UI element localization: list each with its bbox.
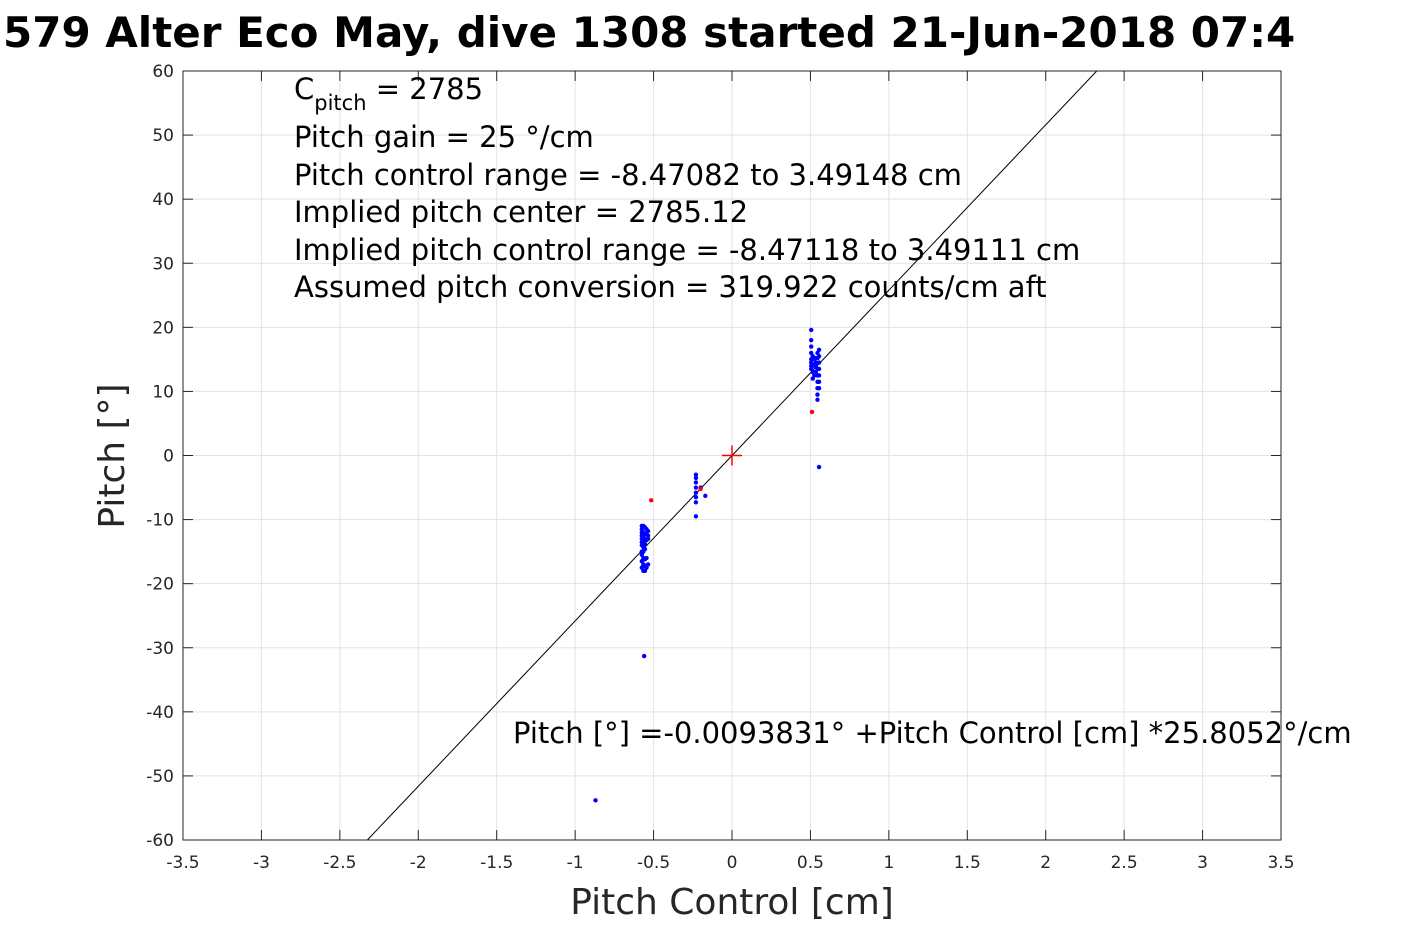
c-pitch-subscript: pitch bbox=[314, 91, 366, 115]
x-tick-label: 3 bbox=[1197, 853, 1208, 873]
data-point bbox=[809, 409, 815, 415]
c-pitch-annotation: Cpitch = 2785 bbox=[294, 72, 483, 115]
annotation-block: Cpitch = 2785 Pitch gain = 25 °/cm Pitch… bbox=[294, 72, 1080, 304]
y-tick-label: 0 bbox=[163, 447, 174, 467]
data-point bbox=[816, 379, 822, 385]
pitch-control-range-annotation: Pitch control range = -8.47082 to 3.4914… bbox=[294, 158, 962, 192]
y-axis-label: Pitch [°] bbox=[92, 383, 133, 528]
data-point bbox=[593, 798, 598, 803]
data-point bbox=[809, 327, 814, 333]
data-point bbox=[693, 472, 699, 477]
data-point bbox=[693, 475, 699, 481]
assumed-pitch-conversion-annotation: Assumed pitch conversion = 319.922 count… bbox=[294, 270, 1047, 304]
axis-ticks bbox=[182, 70, 1282, 841]
y-tick-label: 40 bbox=[152, 190, 174, 210]
y-tick-label: -20 bbox=[146, 575, 174, 595]
y-tick-labels: -60 -50 -40 -30 -20 -10 0 10 20 30 40 50 60 bbox=[146, 62, 174, 851]
data-point bbox=[642, 546, 648, 552]
y-tick-label: -10 bbox=[146, 511, 174, 531]
x-tick-label: -3 bbox=[253, 853, 270, 873]
pitch-gain-annotation: Pitch gain = 25 °/cm bbox=[294, 120, 594, 154]
x-tick-label: -2 bbox=[410, 853, 427, 873]
data-point bbox=[645, 533, 651, 538]
x-tick-label: 0 bbox=[727, 853, 738, 873]
x-tick-label: 1 bbox=[883, 853, 894, 873]
data-point bbox=[816, 347, 822, 352]
data-point bbox=[809, 337, 814, 343]
y-tick-label: -60 bbox=[146, 831, 174, 851]
data-point bbox=[645, 528, 651, 534]
x-axis-label: Pitch Control [cm] bbox=[570, 882, 894, 923]
data-point bbox=[693, 514, 699, 519]
implied-pitch-center-annotation: Implied pitch center = 2785.12 bbox=[294, 195, 748, 229]
x-tick-label: -1 bbox=[567, 853, 584, 873]
y-tick-label: 60 bbox=[152, 62, 174, 82]
x-tick-label: 1.5 bbox=[954, 853, 981, 873]
x-tick-labels: -3.5 -3 -2.5 -2 -1.5 -1 -0.5 0 0.5 1 1.5 2 2.5 3 3.5 bbox=[166, 853, 1294, 873]
data-point bbox=[816, 386, 822, 391]
data-point bbox=[693, 494, 699, 500]
c-pitch-main: C bbox=[294, 72, 314, 106]
data-point bbox=[645, 536, 651, 542]
x-tick-label: -0.5 bbox=[637, 853, 670, 873]
y-tick-label: -50 bbox=[146, 767, 174, 787]
data-point bbox=[698, 486, 703, 492]
data-point bbox=[703, 493, 708, 499]
y-tick-label: 30 bbox=[152, 254, 174, 274]
data-point bbox=[642, 541, 648, 547]
data-point bbox=[645, 562, 651, 567]
data-point bbox=[816, 464, 822, 470]
data-point bbox=[693, 500, 699, 505]
data-point bbox=[693, 480, 699, 485]
data-point bbox=[649, 498, 654, 503]
y-tick-label: -30 bbox=[146, 639, 174, 659]
data-points bbox=[593, 327, 822, 803]
x-tick-label: 2 bbox=[1040, 853, 1051, 873]
chart-title: 579 Alter Eco May, dive 1308 started 21-… bbox=[3, 8, 1295, 57]
data-point bbox=[693, 485, 699, 490]
y-tick-label: 20 bbox=[152, 318, 174, 338]
y-tick-label: -40 bbox=[146, 703, 174, 723]
x-tick-label: 2.5 bbox=[1111, 853, 1138, 873]
data-point bbox=[815, 397, 820, 402]
data-point bbox=[816, 373, 822, 378]
data-point bbox=[816, 360, 822, 365]
x-tick-label: 3.5 bbox=[1267, 853, 1294, 873]
implied-pitch-control-range-annotation: Implied pitch control range = -8.47118 t… bbox=[294, 233, 1080, 267]
data-point bbox=[644, 555, 649, 561]
c-pitch-value: = 2785 bbox=[367, 72, 484, 106]
y-tick-label: 10 bbox=[152, 382, 174, 402]
data-point bbox=[809, 344, 814, 349]
x-tick-label: -1.5 bbox=[480, 853, 513, 873]
data-point bbox=[816, 353, 822, 359]
data-point bbox=[693, 490, 699, 495]
x-tick-label: 0.5 bbox=[797, 853, 824, 873]
y-tick-label: 50 bbox=[152, 126, 174, 146]
center-marker-group bbox=[722, 445, 742, 466]
fit-equation-annotation: Pitch [°] =-0.0093831° +Pitch Control [c… bbox=[513, 716, 1352, 750]
x-tick-label: -3.5 bbox=[166, 853, 199, 873]
data-point bbox=[815, 392, 820, 397]
x-tick-label: -2.5 bbox=[323, 853, 356, 873]
data-point bbox=[641, 653, 647, 659]
data-point bbox=[816, 366, 822, 372]
